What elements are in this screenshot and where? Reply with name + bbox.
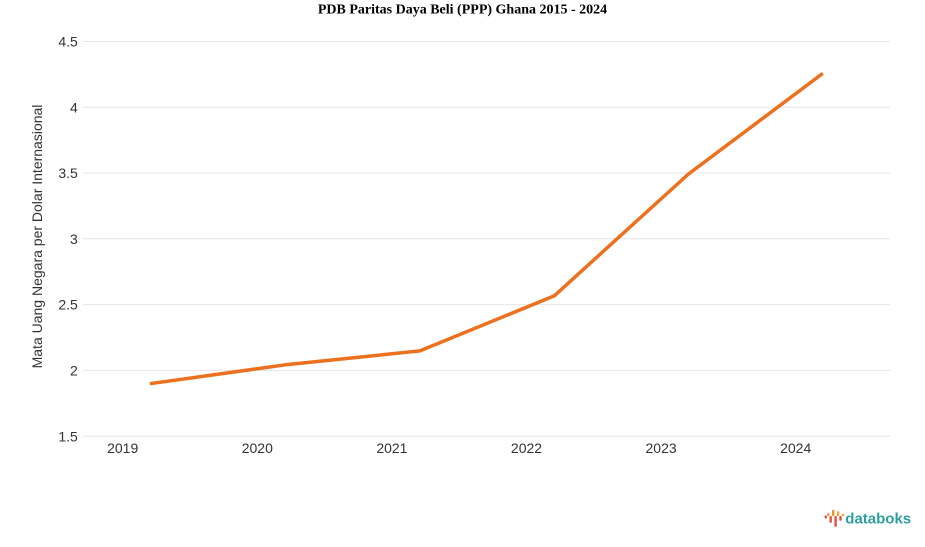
- svg-text:Mata Uang Negara per Dolar Int: Mata Uang Negara per Dolar Internasional: [29, 105, 45, 369]
- svg-text:2019: 2019: [107, 440, 138, 456]
- svg-text:2023: 2023: [646, 440, 677, 456]
- svg-text:2020: 2020: [242, 440, 273, 456]
- svg-text:4.5: 4.5: [58, 34, 78, 50]
- svg-text:2022: 2022: [511, 440, 542, 456]
- svg-text:3.5: 3.5: [58, 165, 78, 181]
- svg-text:3: 3: [70, 231, 78, 247]
- svg-text:databoks: databoks: [845, 511, 911, 528]
- svg-text:2.5: 2.5: [58, 297, 78, 313]
- svg-text:2021: 2021: [376, 440, 407, 456]
- svg-text:4: 4: [70, 99, 78, 115]
- svg-text:2024: 2024: [780, 440, 811, 456]
- svg-text:PDB Paritas Daya Beli (PPP) Gh: PDB Paritas Daya Beli (PPP) Ghana 2015 -…: [318, 3, 607, 18]
- svg-text:1.5: 1.5: [58, 428, 78, 444]
- svg-text:2: 2: [70, 363, 78, 379]
